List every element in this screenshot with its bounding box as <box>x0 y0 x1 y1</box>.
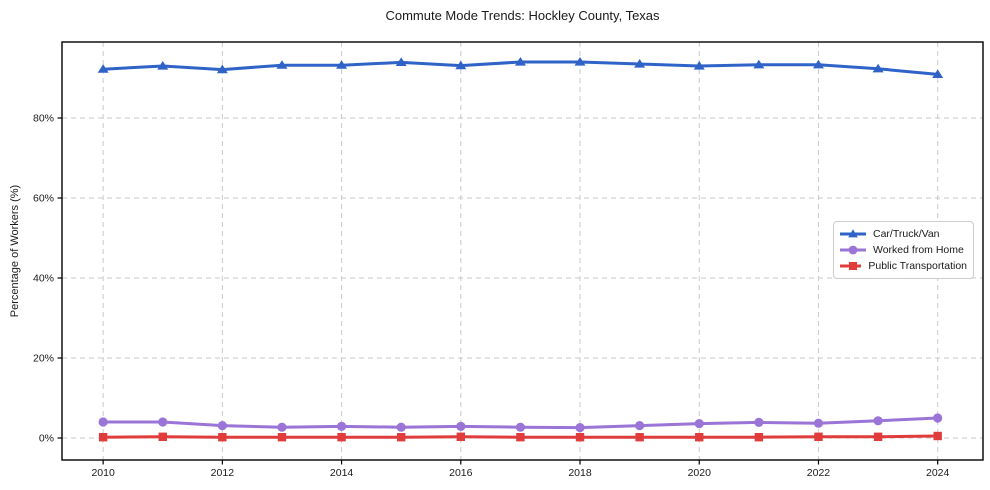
circle-marker-icon <box>336 421 347 431</box>
y-tick-label: 0% <box>39 433 54 445</box>
y-tick-label: 80% <box>33 113 54 125</box>
legend-item-worked-from-home: Worked from Home <box>840 243 967 258</box>
circle-marker-icon <box>515 422 526 432</box>
chart-title: Commute Mode Trends: Hockley County, Tex… <box>385 8 660 23</box>
square-marker-icon <box>456 432 466 441</box>
triangle-marker-icon <box>693 61 705 70</box>
legend-item-public-transportation: Public Transportation <box>840 259 967 274</box>
square-marker-icon <box>98 433 108 442</box>
square-marker-icon <box>873 432 883 441</box>
square-marker-icon <box>396 433 406 442</box>
x-tick-label: 2010 <box>91 467 115 479</box>
x-tick-label: 2012 <box>211 467 235 479</box>
triangle-marker-icon <box>634 59 646 68</box>
square-marker-icon <box>695 433 704 442</box>
y-tick-label: 40% <box>33 273 54 285</box>
triangle-marker-icon <box>574 57 586 66</box>
triangle-marker-icon <box>157 61 169 70</box>
legend-item-car-truck-van: Car/Truck/Van <box>840 227 967 242</box>
line-triangle-marker-icon <box>840 229 866 238</box>
triangle-marker-icon <box>932 69 944 78</box>
circle-marker-icon <box>98 417 108 427</box>
circle-marker-icon <box>873 416 883 426</box>
triangle-marker-icon <box>336 60 348 69</box>
circle-marker-icon <box>396 422 406 432</box>
square-marker-icon <box>635 433 644 442</box>
circle-marker-icon <box>694 419 704 429</box>
square-marker-icon <box>814 432 823 441</box>
circle-marker-icon <box>813 418 824 428</box>
x-tick-label: 2024 <box>926 467 950 479</box>
line-square-marker-icon <box>840 262 862 270</box>
triangle-marker-icon <box>848 229 858 238</box>
x-tick-label: 2018 <box>568 467 592 479</box>
triangle-marker-icon <box>514 57 526 66</box>
circle-marker-icon <box>158 417 168 427</box>
circle-marker-icon <box>277 422 287 432</box>
x-tick-label: 2016 <box>449 467 473 479</box>
circle-marker-icon <box>933 413 943 423</box>
legend: Car/Truck/Van Worked from Home Public Tr… <box>833 221 974 279</box>
x-tick-label: 2020 <box>688 467 712 479</box>
y-tick-label: 20% <box>33 353 54 365</box>
legend-label: Public Transportation <box>868 260 967 272</box>
y-tick-label: 60% <box>33 193 54 205</box>
circle-marker-icon <box>456 421 466 431</box>
legend-label: Car/Truck/Van <box>873 228 940 240</box>
square-marker-icon <box>849 262 857 270</box>
triangle-marker-icon <box>216 64 228 74</box>
legend-label: Worked from Home <box>873 244 964 256</box>
square-marker-icon <box>218 433 227 442</box>
circle-marker-icon <box>575 423 585 433</box>
circle-marker-icon <box>754 417 764 427</box>
line-circle-marker-icon <box>840 245 866 255</box>
square-marker-icon <box>337 433 346 442</box>
triangle-marker-icon <box>395 57 407 66</box>
square-marker-icon <box>933 431 942 441</box>
circle-marker-icon <box>635 421 645 431</box>
triangle-marker-icon <box>753 59 765 69</box>
triangle-marker-icon <box>97 64 109 73</box>
square-marker-icon <box>754 433 764 442</box>
plot-border <box>61 41 984 461</box>
triangle-marker-icon <box>455 60 467 70</box>
square-marker-icon <box>158 432 167 441</box>
square-marker-icon <box>277 433 287 442</box>
triangle-marker-icon <box>276 60 288 69</box>
triangle-marker-icon <box>812 59 824 69</box>
x-tick-label: 2022 <box>807 467 831 479</box>
circle-marker-icon <box>217 421 227 431</box>
circle-marker-icon <box>848 245 858 255</box>
square-marker-icon <box>575 433 585 442</box>
square-marker-icon <box>516 433 525 442</box>
triangle-marker-icon <box>872 63 884 73</box>
x-tick-label: 2014 <box>330 467 354 479</box>
